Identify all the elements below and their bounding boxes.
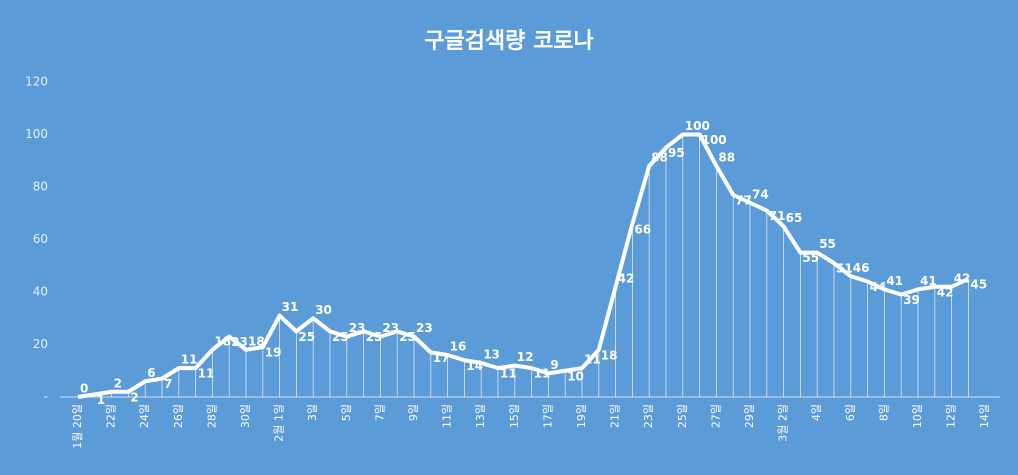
x-tick-label: 30일 — [238, 404, 252, 428]
data-label: 77 — [735, 193, 752, 207]
x-tick-label: 19일 — [574, 404, 588, 428]
x-tick-label: 25일 — [675, 404, 689, 428]
x-tick-label: 7일 — [372, 404, 386, 421]
series-line — [77, 132, 970, 399]
data-label: 18 — [214, 334, 231, 348]
data-label: 23 — [382, 321, 399, 335]
x-tick-label: 27일 — [708, 404, 722, 428]
y-tick-label: 20 — [33, 337, 48, 351]
data-label: 12 — [517, 350, 534, 364]
x-tick-label: 13일 — [473, 404, 487, 428]
data-label: 23 — [231, 335, 248, 349]
data-label: 55 — [819, 237, 836, 251]
x-tick-label: 17일 — [540, 404, 554, 428]
data-label: 55 — [802, 251, 819, 265]
data-label: 11 — [534, 367, 551, 381]
x-tick-label: 2월 1일 — [272, 404, 286, 442]
data-label: 14 — [466, 359, 483, 373]
data-label: 25 — [366, 330, 383, 344]
data-label: 6 — [147, 366, 155, 380]
data-label: 51 — [836, 262, 853, 276]
data-label: 25 — [332, 330, 349, 344]
data-label: 100 — [685, 119, 710, 133]
data-label: 100 — [702, 133, 727, 147]
data-label: 1 — [97, 393, 105, 407]
x-tick-label: 14일 — [977, 404, 991, 428]
data-label: 42 — [954, 271, 971, 285]
x-tick-label: 1월 20일 — [70, 404, 84, 449]
data-label: 88 — [718, 151, 735, 165]
data-label: 45 — [970, 277, 987, 291]
x-tick-label: 9일 — [406, 404, 420, 421]
data-label: 88 — [651, 151, 668, 165]
x-tick-label: 3일 — [305, 404, 319, 421]
data-label: 17 — [433, 351, 450, 365]
data-label: 16 — [450, 340, 467, 354]
data-label: 19 — [265, 346, 282, 360]
data-label: 41 — [886, 274, 903, 288]
y-tick-label: 40 — [33, 285, 48, 299]
x-tick-label: 6일 — [843, 404, 857, 421]
x-tick-label: 24일 — [137, 404, 151, 428]
data-label: 23 — [416, 321, 433, 335]
data-label: 42 — [937, 285, 954, 299]
data-label: 18 — [601, 348, 618, 362]
y-tick-label: 120 — [25, 75, 48, 89]
data-label: 44 — [870, 280, 887, 294]
data-label: 46 — [853, 261, 870, 275]
x-tick-label: 12일 — [944, 404, 958, 428]
data-label: 7 — [164, 377, 172, 391]
data-label: 0 — [80, 382, 88, 396]
data-label: 9 — [550, 358, 558, 372]
data-label: 13 — [483, 347, 500, 361]
x-tick-label: 3월 2일 — [776, 404, 790, 442]
data-label: 95 — [668, 146, 685, 160]
chart-title: 구글검색량 코로나 — [424, 29, 594, 54]
data-label: 66 — [634, 222, 651, 236]
data-label: 74 — [752, 187, 769, 201]
data-label: 30 — [315, 303, 332, 317]
data-label: 2 — [130, 390, 138, 404]
data-label: 39 — [903, 293, 920, 307]
data-label: 41 — [920, 274, 937, 288]
x-tick-label: 21일 — [608, 404, 622, 428]
data-label: 42 — [618, 271, 635, 285]
y-tick-label: - — [44, 390, 48, 404]
data-label: 23 — [349, 321, 366, 335]
x-tick-label: 15일 — [507, 404, 521, 428]
x-tick-label: 28일 — [204, 404, 218, 428]
data-label: 25 — [399, 330, 416, 344]
x-tick-label: 26일 — [171, 404, 185, 428]
data-label: 2 — [114, 376, 122, 390]
data-label: 71 — [769, 209, 786, 223]
y-tick-label: 60 — [33, 232, 48, 246]
data-label: 11 — [584, 353, 601, 367]
data-label: 11 — [198, 367, 215, 381]
x-tick-label: 29일 — [742, 404, 756, 428]
y-tick-label: 80 — [33, 180, 48, 194]
data-label: 11 — [181, 353, 198, 367]
x-tick-label: 5일 — [339, 404, 353, 421]
x-tick-label: 23일 — [641, 404, 655, 428]
data-label: 25 — [298, 330, 315, 344]
x-tick-label: 11일 — [440, 404, 454, 428]
x-tick-label: 10일 — [910, 404, 924, 428]
x-tick-label: 4일 — [809, 404, 823, 421]
x-tick-label: 8일 — [876, 404, 890, 421]
data-label: 65 — [786, 211, 803, 225]
data-label: 31 — [282, 300, 299, 314]
y-tick-label: 100 — [25, 127, 48, 141]
data-label: 10 — [567, 369, 584, 383]
data-label: 18 — [248, 334, 265, 348]
x-tick-label: 22일 — [104, 404, 118, 428]
data-label: 11 — [500, 367, 517, 381]
